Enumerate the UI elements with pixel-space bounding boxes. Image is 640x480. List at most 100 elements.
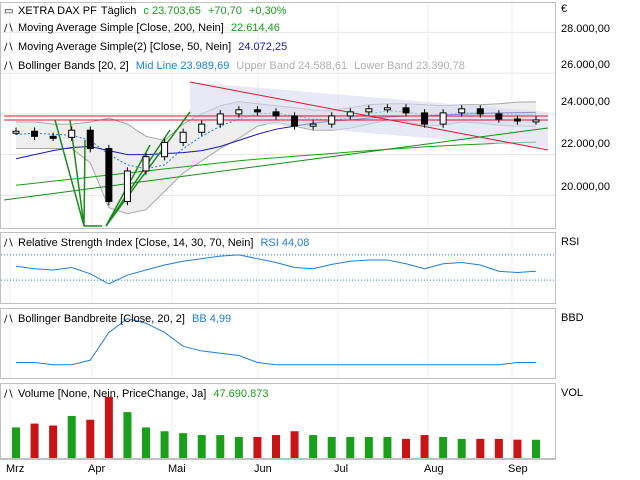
volume-bar: [253, 436, 262, 458]
rsi-axis-label: RSI: [561, 236, 580, 248]
bandwidth-line: [16, 318, 537, 366]
month-label: Mai: [168, 463, 186, 475]
sma50-value: 24.072,25: [238, 41, 288, 53]
volume-bar: [216, 435, 225, 458]
line-icon: ∕∖: [4, 42, 14, 53]
candle-body: [513, 118, 521, 122]
rsi-line: [15, 254, 537, 285]
line-icon: ∕∖: [4, 238, 14, 249]
volume-bar: [86, 419, 95, 458]
candle-body: [105, 148, 113, 203]
volume-bar: [123, 412, 132, 458]
panel-frame: [0, 383, 556, 459]
volume-bar: [327, 436, 336, 458]
candle-body: [235, 109, 243, 115]
volume-bar: [142, 427, 150, 458]
candle-body: [179, 131, 187, 143]
candle-body: [458, 108, 466, 114]
volume-bar: [513, 439, 522, 458]
fan-line-green: [54, 119, 85, 227]
volume-bar: [476, 438, 485, 458]
rsi-legend: ∕∖ Relative Strength Index [Close, 14, 30…: [4, 236, 309, 251]
volume-bar: [439, 436, 448, 458]
volume-bar: [49, 425, 58, 458]
panel-frame: [0, 2, 556, 229]
volume-bar: [30, 423, 39, 458]
sma200-value: 22.614,46: [230, 22, 280, 34]
panel-frame: [0, 232, 556, 304]
volume-label: Volume [None, Nein, PriceChange, Ja]: [18, 388, 207, 400]
candle-body: [31, 130, 39, 137]
volume-bar: [494, 438, 503, 458]
month-label: Jun: [254, 463, 272, 475]
candle-body: [291, 115, 299, 127]
candle-body: [253, 109, 261, 113]
candle-body: [123, 170, 131, 203]
sma200-legend: ∕∖ Moving Average Simple [Close, 200, Nei…: [4, 21, 280, 36]
volume-bar: [383, 436, 392, 458]
candle-body: [365, 108, 373, 113]
price-tick-label: 26.000,00: [561, 59, 610, 71]
trendline-green: [3, 127, 549, 201]
volume-bar: [346, 436, 355, 458]
candle-body: [216, 113, 224, 125]
volume-bar: [402, 438, 410, 458]
currency-symbol: €: [561, 3, 568, 15]
line-icon: ∕∖: [4, 23, 14, 34]
fan-line-green: [105, 129, 171, 227]
month-label: Jul: [334, 463, 349, 475]
month-label: Apr: [88, 463, 106, 475]
price-tick-label: 28.000,00: [561, 23, 610, 35]
volume-bar: [179, 433, 188, 458]
month-label: Aug: [424, 463, 444, 475]
candle-body: [346, 111, 354, 117]
volume-bar: [104, 396, 113, 458]
bbw-axis-label: BBD: [561, 312, 584, 324]
volume-bar: [364, 436, 373, 458]
volume-bar: [532, 439, 540, 458]
sma200-label: Moving Average Simple [Close, 200, Nein]: [18, 22, 224, 34]
interval-label: Täglich: [100, 5, 137, 17]
candle-body: [272, 111, 280, 117]
bollinger-label: Bollinger Bands [20, 2]: [18, 60, 129, 72]
price-legend-header: ▭ XETRA DAX PF Täglich c 23.703,65 +70,70 …: [4, 4, 287, 19]
candle-body: [161, 141, 169, 158]
fan-line-green: [83, 139, 86, 227]
candle-body: [49, 135, 57, 139]
candle-body: [328, 115, 336, 125]
volume-bar: [12, 427, 20, 458]
volume-bar: [309, 435, 318, 458]
volume-bar: [272, 435, 280, 458]
line-icon: ∕∖: [4, 61, 14, 72]
candle-body: [198, 123, 206, 133]
candle-body: [68, 129, 76, 138]
sma200-line: [15, 141, 537, 186]
candle-body: [309, 123, 317, 127]
volume-bar: [290, 431, 299, 458]
candle-body: [495, 113, 503, 120]
candle-body: [421, 112, 429, 125]
bbw-label: Bollinger Bandbreite [Close, 20, 2]: [18, 313, 185, 325]
candle-body: [532, 119, 540, 123]
volume-legend: ∕∖ Volume [None, Nein, PriceChange, Ja] 4…: [4, 387, 268, 402]
candle-body: [86, 129, 94, 150]
rsi-label: Relative Strength Index [Close, 14, 30, …: [18, 237, 254, 249]
sma50-label: Moving Average Simple(2) [Close, 50, Nei…: [18, 41, 232, 53]
candle-body: [142, 156, 150, 172]
bollinger-upper: Upper Band 24.588,61: [236, 60, 348, 72]
bollinger-legend: ∕∖ Bollinger Bands [20, 2] Mid Line 23.98…: [4, 59, 465, 74]
sma50-legend: ∕∖ Moving Average Simple(2) [Close, 50, N…: [4, 40, 287, 55]
month-label: Sep: [508, 463, 528, 475]
candle-body: [476, 108, 484, 115]
bollinger-band-area: [16, 101, 536, 214]
volume-value: 47.690.873: [213, 388, 269, 400]
candle-body: [12, 130, 20, 134]
bollinger-lower: Lower Band 23.390,78: [354, 60, 465, 72]
volume-bar: [457, 438, 466, 458]
volume-bar: [160, 431, 169, 458]
bbw-value: BB 4,99: [192, 313, 232, 325]
volume-bar: [234, 436, 243, 458]
line-icon: ∕∖: [4, 314, 14, 325]
bollinger-mid: Mid Line 23.989,69: [135, 60, 230, 72]
